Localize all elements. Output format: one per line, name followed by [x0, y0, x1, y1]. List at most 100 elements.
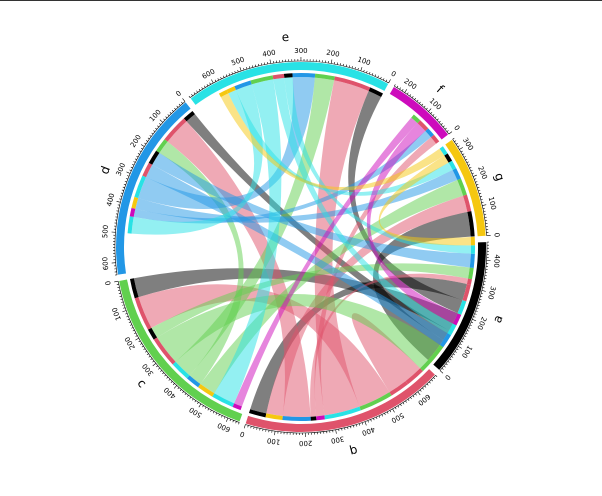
tick-b-300	[335, 429, 337, 434]
tick-e-470	[249, 66, 251, 69]
tick-f-170	[411, 96, 414, 99]
tick-b-600	[417, 391, 421, 396]
link-band-g-5	[463, 194, 472, 212]
tick-label-d-0: 0	[175, 89, 183, 98]
tick-e-70	[369, 72, 371, 75]
link-band-g-0	[467, 211, 475, 237]
tick-f-240	[394, 84, 396, 87]
tick-e-200	[330, 59, 333, 64]
tick-g-120	[480, 198, 483, 200]
tick-d-270	[132, 164, 135, 166]
tick-e-30	[380, 76, 382, 79]
tick-b-30	[253, 426, 255, 430]
tick-c-580	[221, 415, 223, 418]
tick-f-140	[419, 101, 421, 104]
tick-b-670	[433, 377, 436, 380]
tick-label-b-100: 100	[266, 436, 280, 446]
tick-label-a-200: 200	[475, 315, 488, 330]
tick-c-480	[194, 400, 197, 403]
tick-e-10	[385, 79, 388, 82]
link-band-e-30	[218, 89, 229, 98]
link-band-a-4	[462, 283, 471, 302]
tick-f-200	[404, 89, 408, 93]
sector-track-f	[389, 86, 448, 140]
link-band-c-24	[212, 393, 235, 407]
tick-d-80	[165, 116, 168, 119]
tick-label-b-300: 300	[330, 434, 345, 444]
link-band-b-5	[265, 413, 283, 420]
tick-f-180	[409, 94, 412, 97]
tick-e-480	[246, 67, 248, 70]
link-e-c-24	[214, 79, 282, 404]
links-layer	[131, 77, 471, 417]
link-band-e-19	[292, 72, 316, 78]
tick-label-c-400: 400	[162, 385, 177, 400]
tick-d-210	[140, 147, 143, 150]
link-b-d-6	[167, 121, 311, 417]
link-d-e-19	[138, 77, 315, 210]
tick-g-290	[460, 150, 463, 153]
link-band-b-6	[282, 416, 311, 421]
tick-d-300	[126, 171, 131, 174]
tick-f-50	[438, 120, 441, 123]
sector-axis-a	[439, 242, 488, 371]
tick-label-c-100: 100	[111, 306, 123, 321]
tick-e-60	[371, 73, 374, 76]
tick-c-100	[122, 310, 127, 313]
tick-e-530	[231, 72, 233, 75]
tick-d-360	[121, 189, 124, 191]
tick-d-130	[155, 127, 158, 130]
tick-b-590	[415, 393, 417, 396]
tick-c-630	[235, 421, 237, 424]
tick-d-220	[139, 150, 142, 153]
tick-g-270	[463, 156, 466, 158]
link-band-g-30	[439, 146, 448, 156]
tick-a-90	[456, 348, 459, 351]
tick-d-60	[169, 112, 172, 114]
tick-a-80	[454, 351, 457, 353]
tick-a-140	[464, 335, 467, 337]
tick-g-160	[477, 187, 480, 189]
tick-b-460	[381, 414, 383, 417]
tick-label-b-0: 0	[239, 430, 246, 439]
tick-g-190	[474, 178, 477, 180]
tick-e-90	[363, 69, 365, 72]
link-band-b-11	[405, 368, 423, 385]
link-band-d-17	[148, 150, 160, 165]
tick-a-110	[459, 343, 462, 345]
tick-d-170	[147, 137, 150, 140]
tick-f-20	[444, 127, 447, 130]
tick-b-360	[353, 425, 355, 428]
tick-c-430	[182, 391, 184, 394]
link-band-c-14	[172, 361, 190, 379]
tick-e-570	[220, 76, 222, 80]
tick-b-530	[400, 404, 402, 407]
sector-track-b	[245, 369, 435, 433]
tick-c-390	[172, 383, 175, 386]
link-band-f-8	[430, 134, 440, 144]
tick-a-50	[449, 358, 452, 361]
tick-e-640	[201, 87, 203, 90]
link-band-e-25	[234, 80, 252, 90]
tick-f-130	[421, 103, 424, 106]
link-a-c-2	[133, 268, 458, 331]
tick-label-a-0: 0	[443, 373, 452, 382]
tick-c-520	[204, 406, 207, 409]
tick-b-540	[402, 402, 405, 405]
tick-c-460	[189, 396, 192, 399]
tick-g-130	[479, 195, 483, 197]
tick-f-10	[446, 130, 449, 132]
tick-label-b-500: 500	[390, 411, 406, 425]
link-c-e-14	[175, 77, 335, 376]
tick-label-e-500: 500	[230, 55, 245, 67]
tick-b-620	[422, 387, 424, 390]
tick-e-610	[209, 82, 211, 85]
tick-c-130	[127, 318, 130, 321]
tick-g-250	[466, 161, 469, 163]
tick-b-400	[364, 421, 367, 426]
tick-e-540	[228, 73, 231, 76]
tick-c-550	[212, 411, 215, 414]
tick-c-80	[122, 304, 125, 306]
tick-d-350	[122, 186, 125, 188]
